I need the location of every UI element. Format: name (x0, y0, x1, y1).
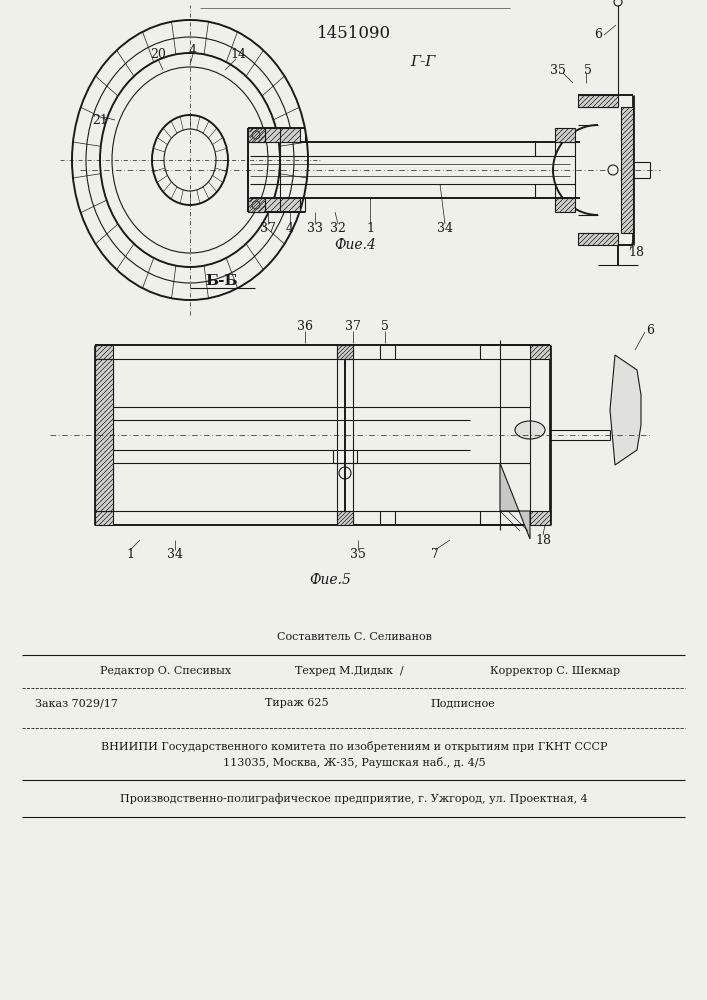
Text: 18: 18 (535, 534, 551, 546)
Polygon shape (95, 345, 113, 359)
Text: Заказ 7029/17: Заказ 7029/17 (35, 698, 118, 708)
Circle shape (614, 0, 622, 6)
Text: Фие.5: Фие.5 (309, 573, 351, 587)
Polygon shape (578, 95, 618, 107)
Text: Техред М.Дидык  /: Техред М.Дидык / (295, 666, 404, 676)
Polygon shape (250, 198, 300, 212)
Polygon shape (250, 128, 300, 142)
Text: 37: 37 (260, 222, 276, 234)
Text: 34: 34 (437, 222, 453, 234)
Polygon shape (95, 511, 113, 525)
Text: Подписное: Подписное (430, 698, 495, 708)
Text: 35: 35 (550, 64, 566, 77)
Text: ВНИИПИ Государственного комитета по изобретениям и открытиям при ГКНТ СССР: ВНИИПИ Государственного комитета по изоб… (101, 740, 607, 752)
Polygon shape (248, 128, 265, 142)
Polygon shape (500, 463, 530, 539)
Text: 21: 21 (92, 113, 108, 126)
Text: 4: 4 (189, 43, 197, 56)
Text: 7: 7 (431, 548, 439, 562)
Text: 1: 1 (126, 548, 134, 562)
Text: Производственно-полиграфическое предприятие, г. Ужгород, ул. Проектная, 4: Производственно-полиграфическое предприя… (120, 793, 588, 804)
Text: 34: 34 (167, 548, 183, 562)
Text: 33: 33 (307, 222, 323, 234)
Polygon shape (530, 345, 550, 359)
Text: Тираж 625: Тираж 625 (265, 698, 329, 708)
Text: 37: 37 (345, 320, 361, 334)
Text: 35: 35 (350, 548, 366, 562)
Text: 14: 14 (230, 48, 246, 62)
Text: Б-Б: Б-Б (206, 274, 238, 288)
Polygon shape (95, 359, 113, 511)
Polygon shape (555, 198, 575, 212)
Polygon shape (530, 511, 550, 525)
Text: Составитель С. Селиванов: Составитель С. Селиванов (276, 632, 431, 642)
Text: 6: 6 (646, 324, 654, 336)
Polygon shape (337, 511, 353, 525)
Text: Г-Г: Г-Г (410, 55, 436, 69)
Polygon shape (621, 107, 633, 233)
Text: 4: 4 (286, 222, 294, 234)
Text: 5: 5 (381, 320, 389, 334)
Polygon shape (578, 233, 618, 245)
Circle shape (339, 467, 351, 479)
Polygon shape (248, 198, 265, 212)
Polygon shape (555, 128, 575, 142)
Polygon shape (337, 345, 353, 359)
Text: Редактор О. Спесивых: Редактор О. Спесивых (100, 666, 231, 676)
Text: 6: 6 (594, 28, 602, 41)
Text: 113035, Москва, Ж-35, Раушская наб., д. 4/5: 113035, Москва, Ж-35, Раушская наб., д. … (223, 756, 485, 768)
Polygon shape (610, 355, 641, 465)
Circle shape (608, 165, 618, 175)
Text: 36: 36 (297, 320, 313, 334)
Text: 1: 1 (366, 222, 374, 234)
Ellipse shape (515, 421, 545, 439)
Text: 5: 5 (584, 64, 592, 77)
Text: 32: 32 (330, 222, 346, 234)
Text: 1451090: 1451090 (317, 25, 391, 42)
Text: Фие.4: Фие.4 (334, 238, 376, 252)
Text: 18: 18 (628, 246, 644, 259)
Text: 20: 20 (150, 48, 166, 62)
Text: Корректор С. Шекмар: Корректор С. Шекмар (490, 666, 620, 676)
